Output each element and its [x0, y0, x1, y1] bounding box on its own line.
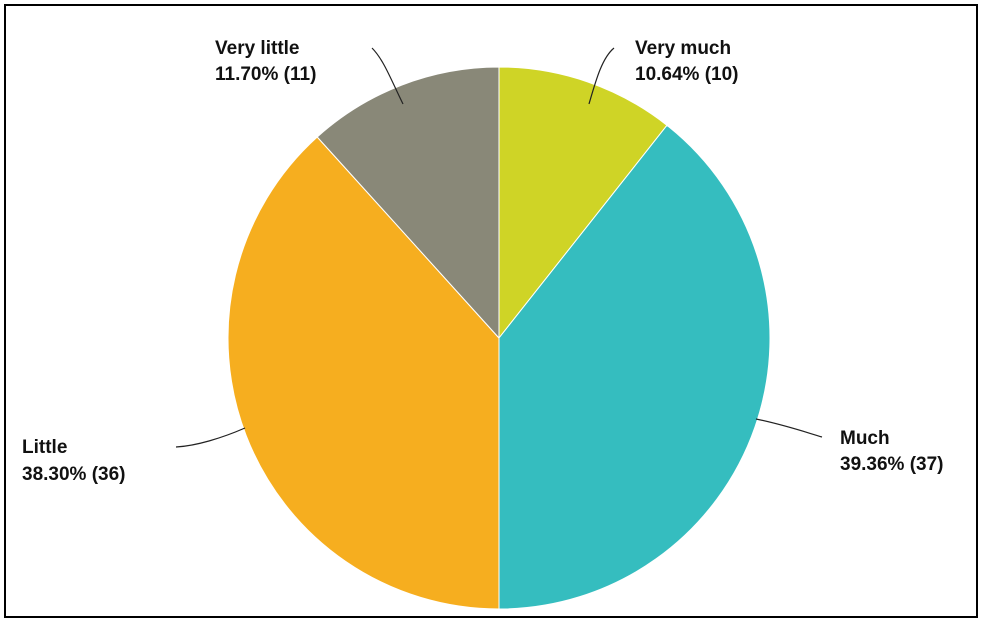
pie-slice-much[interactable]	[498, 124, 771, 610]
label-very-much-name: Very much	[635, 38, 731, 59]
label-very-little-name: Very little	[215, 38, 300, 59]
label-little-value: 38.30% (36)	[22, 464, 126, 485]
label-much-value: 39.36% (37)	[840, 454, 944, 475]
pie-slice-little[interactable]	[227, 136, 500, 610]
pie-slice-very-much[interactable]	[498, 66, 668, 340]
label-very-much-value: 10.64% (10)	[635, 64, 739, 85]
label-little-name: Little	[22, 437, 67, 458]
label-much-name: Much	[840, 428, 890, 449]
leader-lines	[175, 47, 823, 448]
leader-line-very-much	[588, 47, 615, 105]
pie-slices	[227, 66, 771, 610]
slice-labels: Very much 10.64% (10) Much 39.36% (37) L…	[22, 38, 944, 485]
label-very-little-value: 11.70% (11)	[215, 64, 316, 85]
leader-line-little	[175, 427, 246, 448]
leader-line-very-little	[371, 47, 404, 105]
leader-line-much	[755, 418, 823, 438]
pie-slice-very-little[interactable]	[316, 66, 500, 340]
